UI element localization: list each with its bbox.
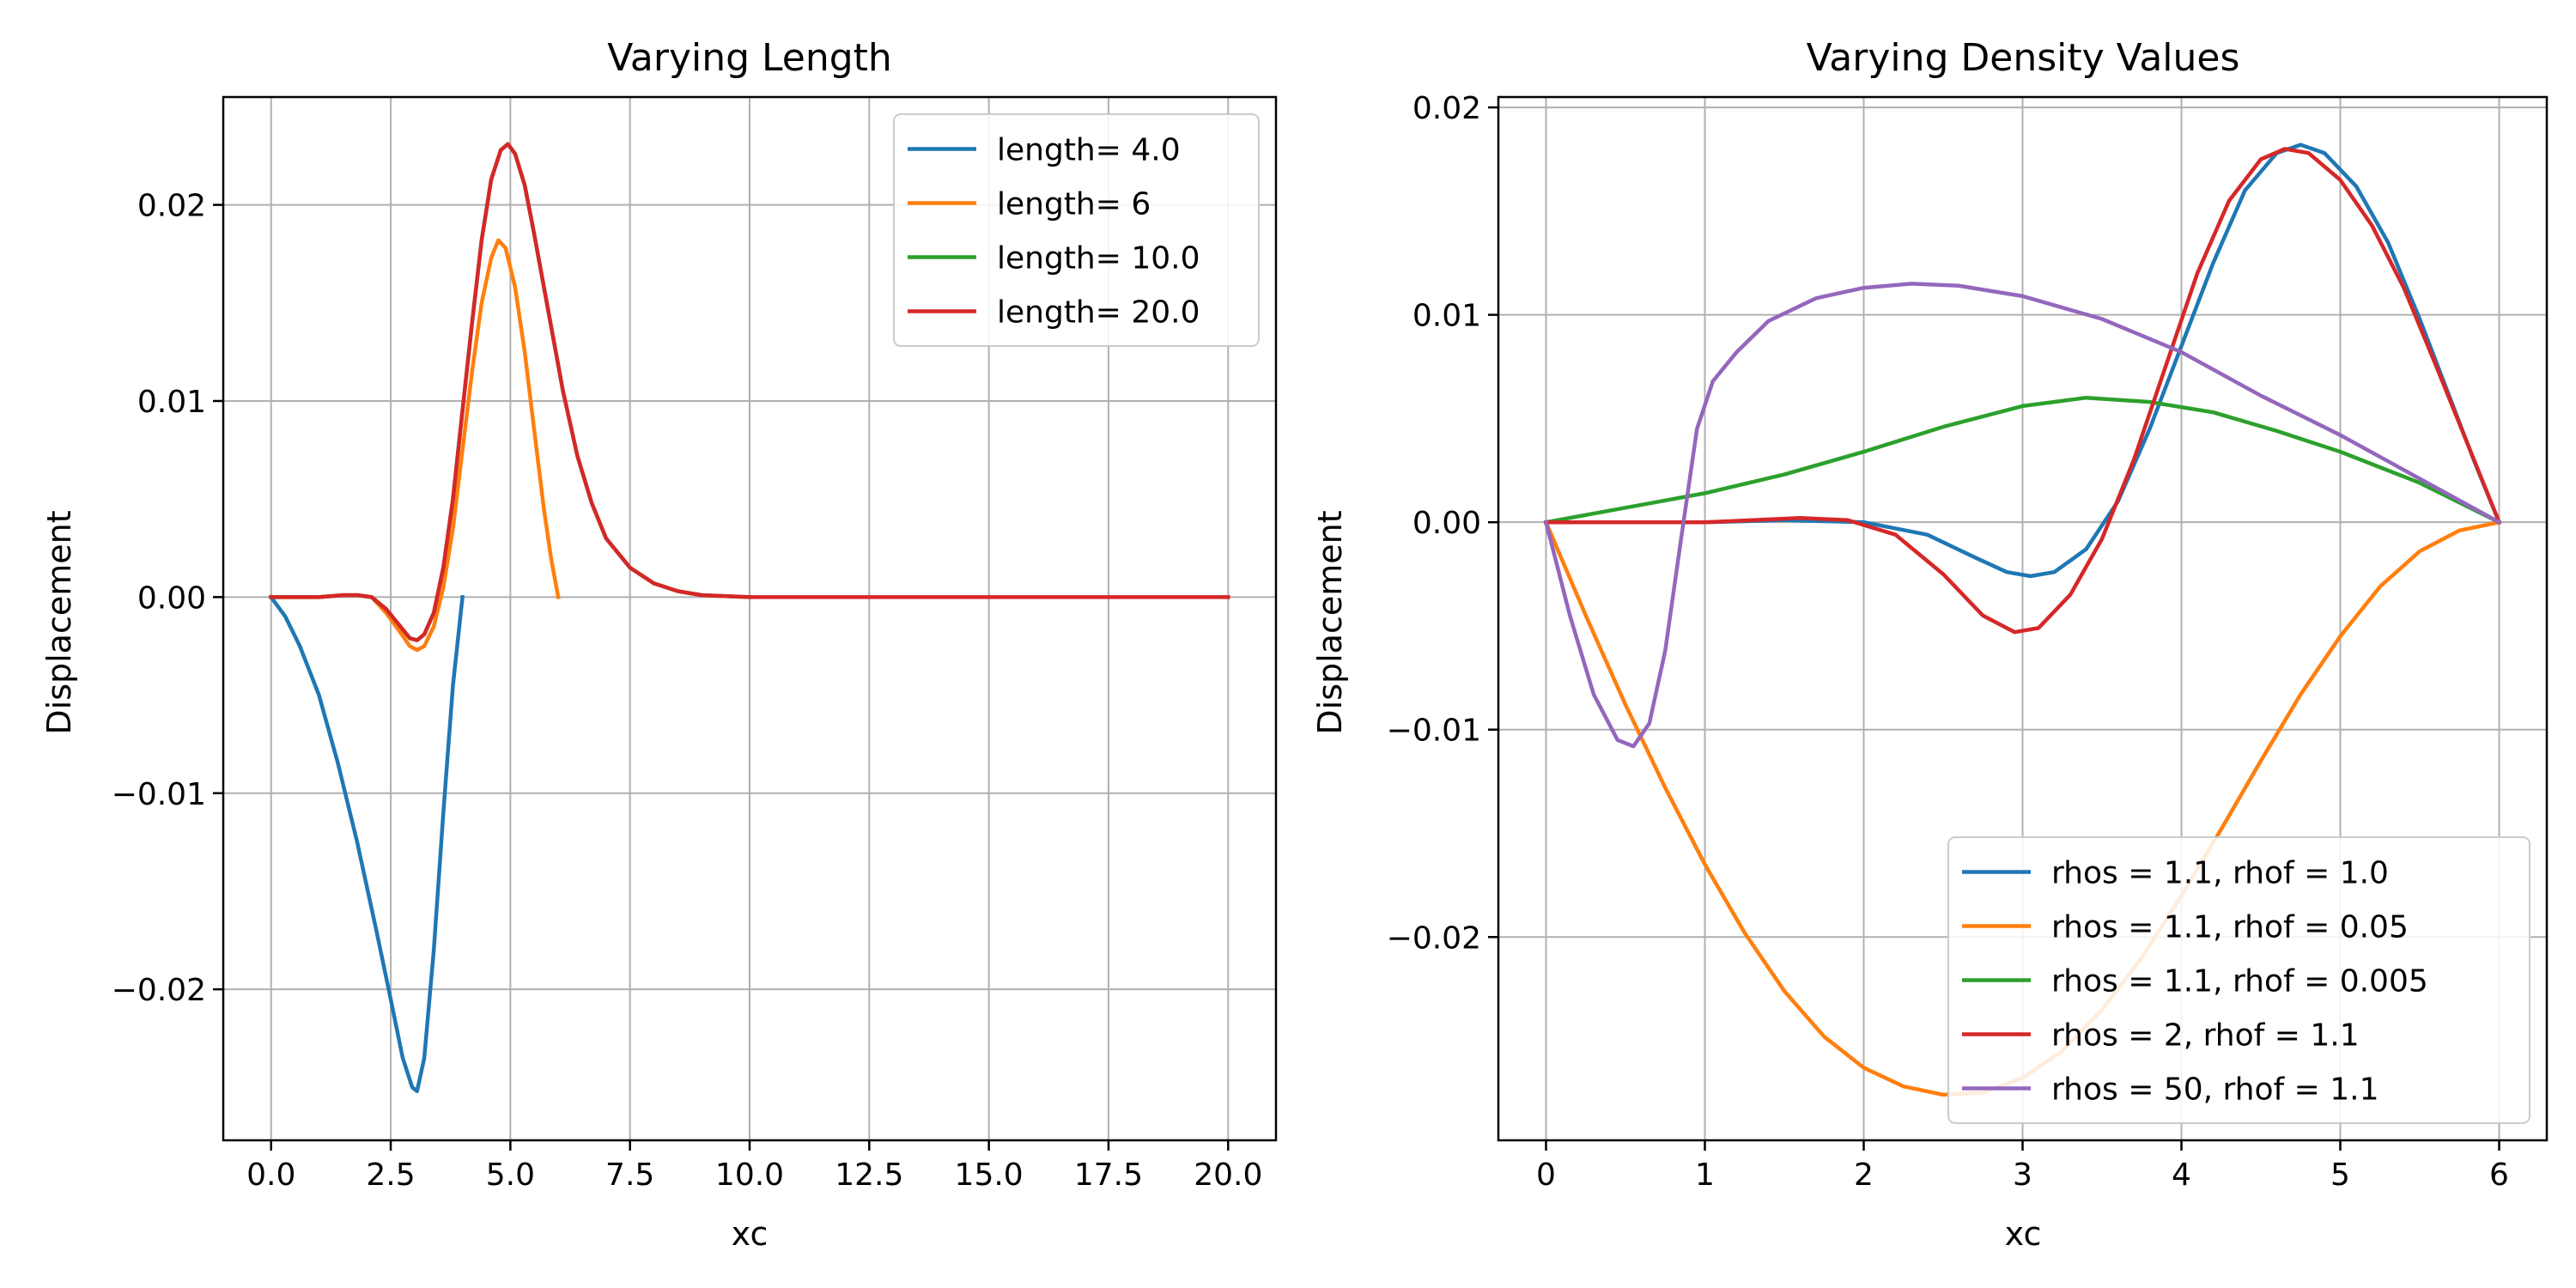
legend-label: rhos = 2, rhof = 1.1: [2051, 1018, 2360, 1054]
y-tick-label: −0.02: [1387, 920, 1481, 956]
x-tick-label: 5: [2330, 1157, 2350, 1193]
y-axis-label: Displacement: [40, 510, 78, 734]
x-axis-label: xc: [732, 1215, 769, 1253]
legend: rhos = 1.1, rhof = 1.0 rhos = 1.1, rhof =…: [1947, 836, 2530, 1124]
x-tick-label: 17.5: [1074, 1157, 1143, 1193]
legend-label: length= 10.0: [997, 241, 1200, 276]
chart-varying-length: Varying Length xc Displacement 0.0 2.5 5.0…: [40, 36, 1278, 1253]
legend-box: [893, 113, 1260, 347]
legend-label: rhos = 1.1, rhof = 0.05: [2051, 910, 2409, 945]
x-axis-label: xc: [2005, 1215, 2042, 1253]
series-group: [268, 142, 1230, 1094]
legend-label: rhos = 1.1, rhof = 1.0: [2051, 856, 2389, 891]
y-tick-label: −0.01: [1387, 714, 1481, 749]
y-tick-label: 0.00: [137, 580, 206, 616]
series-line-0: [1544, 143, 2502, 579]
x-tick-label: 3: [2013, 1157, 2032, 1193]
x-tick-label: 2.5: [366, 1157, 415, 1193]
series-line-3: [1544, 147, 2502, 635]
x-tick-label: 5.0: [486, 1157, 535, 1193]
series-line-3: [269, 142, 1230, 642]
x-tick-label: 0: [1536, 1157, 1556, 1193]
x-tick-label: 2: [1854, 1157, 1874, 1193]
series-line-0: [268, 594, 465, 1094]
x-tick-label: 6: [2489, 1157, 2509, 1193]
y-tick-label: −0.02: [112, 973, 206, 1008]
y-tick-label: 0.02: [137, 189, 206, 224]
x-tick-label: 15.0: [955, 1157, 1024, 1193]
x-tick-label: 1: [1695, 1157, 1715, 1193]
legend-label: rhos = 1.1, rhof = 0.005: [2051, 964, 2428, 999]
x-tick-label: 12.5: [835, 1157, 903, 1193]
y-tick-label: 0.02: [1413, 91, 1481, 126]
series-line-2: [1543, 395, 2502, 526]
x-tick-label: 7.5: [605, 1157, 654, 1193]
y-tick-label: −0.01: [112, 777, 206, 812]
chart-title: Varying Length: [607, 36, 892, 80]
legend-label: length= 4.0: [997, 133, 1181, 168]
x-tick-label: 20.0: [1194, 1157, 1262, 1193]
legend-box: [1947, 836, 2530, 1124]
y-tick-label: 0.00: [1413, 506, 1481, 541]
y-tick-label: 0.01: [1413, 299, 1481, 334]
chart-varying-density: Varying Density Values xc Displacement 0…: [1311, 36, 2549, 1253]
legend-label: rhos = 50, rhof = 1.1: [2051, 1072, 2379, 1108]
legend: length= 4.0 length= 6 length= 10.0 length= …: [893, 113, 1260, 347]
legend-label: length= 20.0: [997, 295, 1200, 331]
series-line-1: [269, 238, 561, 653]
x-tick-label: 4: [2172, 1157, 2191, 1193]
series-line-4: [1543, 282, 2502, 749]
x-tick-label: 0.0: [246, 1157, 295, 1193]
legend-label: length= 6: [997, 187, 1151, 222]
y-tick-label: 0.01: [137, 385, 206, 420]
x-tick-label: 10.0: [715, 1157, 784, 1193]
y-axis-label: Displacement: [1311, 510, 1349, 734]
chart-title: Varying Density Values: [1807, 36, 2240, 80]
